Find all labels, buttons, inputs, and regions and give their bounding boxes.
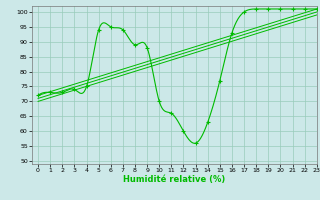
X-axis label: Humidité relative (%): Humidité relative (%) <box>123 175 226 184</box>
